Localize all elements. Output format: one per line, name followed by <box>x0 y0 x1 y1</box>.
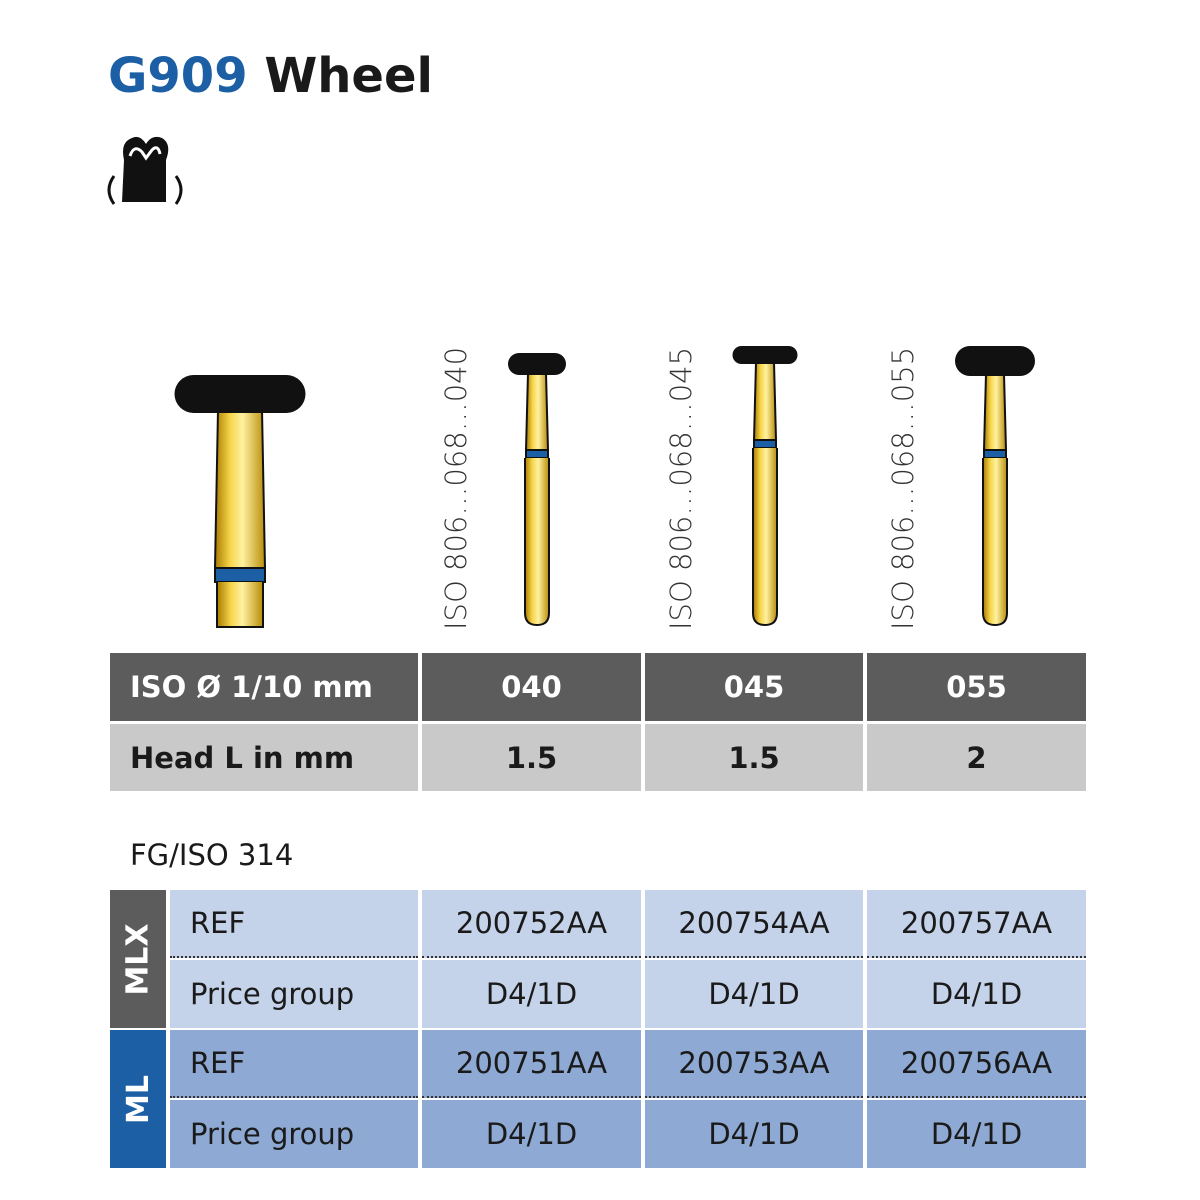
bur-shank <box>524 458 550 627</box>
order-value: 200756AA <box>867 1030 1086 1098</box>
order-value: 200751AA <box>422 1030 641 1098</box>
bur <box>508 353 566 627</box>
table-header-label: ISO Ø 1/10 mm <box>110 653 418 721</box>
bur-neck <box>752 361 778 441</box>
bur-band <box>214 567 266 583</box>
group-name: MLX <box>120 922 156 996</box>
size-header: 040 <box>422 653 641 721</box>
group-tab: ML <box>110 1030 166 1168</box>
head-length: 1.5 <box>645 724 863 791</box>
order-value: 200752AA <box>422 890 641 958</box>
bur <box>955 346 1035 627</box>
bur-head <box>732 346 798 364</box>
order-row-label: Price group <box>170 960 418 1028</box>
bur-shank <box>216 582 264 628</box>
bur-head <box>174 375 306 413</box>
order-value: D4/1D <box>422 960 641 1028</box>
row-label: Head L in mm <box>110 724 418 791</box>
order-value: D4/1D <box>645 960 863 1028</box>
order-value: D4/1D <box>867 960 1086 1028</box>
group-tab: MLX <box>110 890 166 1028</box>
shank-type: FG/ISO 314 <box>130 838 294 872</box>
bur-band <box>983 449 1007 459</box>
order-value: 200753AA <box>645 1030 863 1098</box>
bur-shank <box>982 458 1008 627</box>
bur-head <box>955 346 1035 376</box>
bur-band <box>753 439 777 449</box>
product-code: G909 <box>108 48 248 104</box>
bur-shank <box>752 448 778 627</box>
order-row-label: REF <box>170 890 418 958</box>
order-value: D4/1D <box>422 1100 641 1168</box>
order-value: 200757AA <box>867 890 1086 958</box>
group-name: ML <box>120 1074 156 1124</box>
bur <box>732 346 798 627</box>
bur-neck <box>982 373 1008 451</box>
size-header: 055 <box>867 653 1086 721</box>
order-value: 200754AA <box>645 890 863 958</box>
bur-band <box>525 449 549 459</box>
order-value: D4/1D <box>645 1100 863 1168</box>
iso-label: ISO 806…068…055 <box>886 347 920 630</box>
iso-label: ISO 806…068…045 <box>664 347 698 630</box>
bur <box>174 375 306 628</box>
size-header: 045 <box>645 653 863 721</box>
instrument-illustrations: ISO 806…068…040 ISO 806…068…045 ISO 806…06… <box>174 346 1035 630</box>
iso-label: ISO 806…068…040 <box>439 347 473 630</box>
bur-head <box>508 353 566 375</box>
bur-neck <box>213 409 267 569</box>
order-row-label: REF <box>170 1030 418 1098</box>
head-length: 1.5 <box>422 724 641 791</box>
head-length: 2 <box>867 724 1086 791</box>
bur-neck <box>524 372 550 451</box>
order-value: D4/1D <box>867 1100 1086 1168</box>
order-row-label: Price group <box>170 1100 418 1168</box>
title: G909 Wheel <box>108 48 433 104</box>
tooth-icon <box>107 136 183 205</box>
product-name: Wheel <box>264 48 433 104</box>
